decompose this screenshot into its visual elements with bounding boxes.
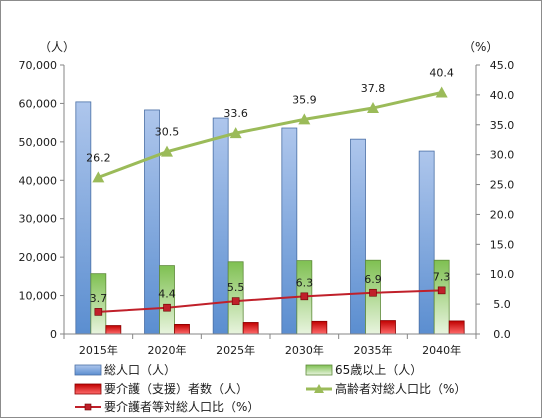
bar-care-recipients xyxy=(174,323,190,335)
right-tick-label: 5.0 xyxy=(493,298,511,311)
point-elder-ratio xyxy=(367,102,379,114)
bar-elderly-population xyxy=(365,259,381,335)
label-care-ratio: 7.3 xyxy=(433,270,451,283)
legend: 総人口（人） 65歳以上（人） 要介護（支援）者数（人） 高齢者対総人口比（%）… xyxy=(74,363,466,414)
label-elder-ratio: 33.6 xyxy=(223,107,248,120)
left-tick-label: 60,000 xyxy=(19,97,58,110)
x-tick-label: 2035年 xyxy=(354,343,393,357)
x-axis-ticks: 2015年 2020年 2025年 2030年 2035年 2040年 xyxy=(63,334,477,357)
legend-label-elder: 65歳以上（人） xyxy=(335,363,422,377)
bar-care-recipients xyxy=(380,320,396,335)
point-elder-ratio xyxy=(161,145,173,157)
bar-care-recipients xyxy=(242,322,259,335)
left-tick-label: 50,000 xyxy=(19,136,58,149)
label-care-ratio: 6.9 xyxy=(364,273,382,286)
left-tick-label: 40,000 xyxy=(19,174,58,187)
left-tick-label: 0 xyxy=(50,328,57,341)
legend-swatch-elder xyxy=(305,364,333,376)
right-tick-label: 20.0 xyxy=(490,208,515,221)
label-elder-ratio: 40.4 xyxy=(429,66,454,79)
legend-square-icon xyxy=(84,403,92,411)
right-tick-label: 15.0 xyxy=(490,238,515,251)
legend-label-elder-ratio: 高齢者対総人口比（%） xyxy=(335,381,466,396)
point-care-ratio xyxy=(369,288,377,297)
label-care-ratio: 3.7 xyxy=(90,292,108,305)
right-tick-label: 25.0 xyxy=(490,179,515,192)
right-tick-label: 35.0 xyxy=(490,119,515,132)
right-axis-unit: （%） xyxy=(463,40,498,54)
point-elder-ratio xyxy=(298,113,311,125)
x-tick-label: 2040年 xyxy=(422,343,461,357)
point-care-ratio xyxy=(300,292,309,301)
bar-total-population xyxy=(350,138,366,335)
line-series xyxy=(92,86,448,316)
right-tick-label: 10.0 xyxy=(490,268,515,281)
line-elder-ratio xyxy=(97,91,442,179)
label-care-ratio: 6.3 xyxy=(296,276,314,289)
left-tick-label: 20,000 xyxy=(19,251,58,264)
legend-label-care-ratio: 要介護者等対総人口比（%） xyxy=(104,399,259,414)
point-elder-ratio xyxy=(92,171,105,183)
legend-label-care: 要介護（支援）者数（人） xyxy=(104,381,248,396)
right-tick-label: 45.0 xyxy=(490,59,515,72)
bar-series xyxy=(75,101,465,335)
point-care-ratio xyxy=(94,308,103,316)
left-axis-ticks: 0 10,000 20,000 30,000 40,000 50,000 60,000 70,… xyxy=(19,59,64,341)
label-elder-ratio: 35.9 xyxy=(292,93,317,106)
x-tick-label: 2020年 xyxy=(148,343,187,357)
label-elder-ratio: 37.8 xyxy=(361,82,386,95)
label-elder-ratio: 26.2 xyxy=(86,151,111,164)
bar-total-population xyxy=(144,109,160,335)
right-tick-label: 40.0 xyxy=(490,89,515,102)
x-tick-label: 2030年 xyxy=(285,343,324,357)
left-axis-unit: （人） xyxy=(39,40,75,54)
left-tick-label: 10,000 xyxy=(19,290,58,303)
bar-care-recipients xyxy=(105,325,122,335)
legend-swatch-total xyxy=(74,364,102,376)
point-care-ratio xyxy=(163,303,171,312)
right-tick-label: 0.0 xyxy=(493,328,511,341)
point-care-ratio xyxy=(231,297,240,305)
data-labels: 26.2 30.5 33.6 35.9 37.8 40.4 3.7 4.4 5.5 6.3 6.9 7… xyxy=(86,66,454,304)
left-tick-label: 70,000 xyxy=(19,59,58,72)
right-tick-label: 30.0 xyxy=(490,149,515,162)
bar-total-population xyxy=(75,101,92,335)
line-care-ratio xyxy=(98,289,442,313)
right-axis-ticks: 0.0 5.0 10.0 15.0 20.0 25.0 30.0 35.0 40.0 45.0 xyxy=(476,59,514,341)
x-tick-label: 2025年 xyxy=(216,343,255,357)
bar-care-recipients xyxy=(448,320,465,335)
point-elder-ratio xyxy=(435,86,448,98)
legend-swatch-care xyxy=(74,383,102,395)
point-elder-ratio xyxy=(229,127,242,139)
left-tick-label: 30,000 xyxy=(19,213,58,226)
legend-label-total: 総人口（人） xyxy=(104,363,176,377)
legend-triangle-icon xyxy=(314,384,324,393)
point-care-ratio xyxy=(437,286,446,295)
bar-total-population xyxy=(281,127,298,335)
bar-care-recipients xyxy=(311,320,328,335)
label-care-ratio: 5.5 xyxy=(227,281,245,294)
label-care-ratio: 4.4 xyxy=(158,288,176,301)
bar-total-population xyxy=(418,150,435,335)
x-tick-label: 2015年 xyxy=(79,343,118,357)
label-elder-ratio: 30.5 xyxy=(155,126,180,139)
